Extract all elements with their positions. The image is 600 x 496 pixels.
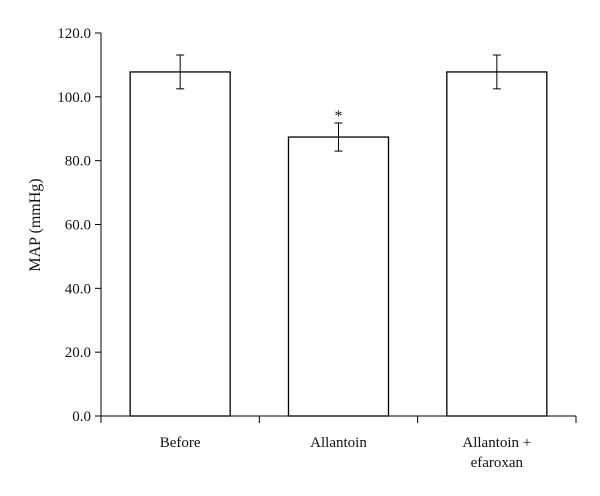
x-tick-label: Before: [160, 435, 201, 451]
significance-marker: *: [335, 108, 343, 125]
y-tick-label: 20.0: [65, 345, 91, 361]
y-tick-label: 40.0: [65, 281, 91, 297]
y-tick-label: 100.0: [57, 90, 91, 106]
bar: [446, 71, 548, 417]
bar: [129, 71, 231, 417]
y-axis-label: MAP (mmHg): [27, 178, 44, 271]
x-tick-label: Allantoin: [310, 435, 367, 451]
y-tick-label: 80.0: [65, 154, 91, 170]
y-tick-label: 120.0: [57, 26, 91, 42]
y-tick-label: 60.0: [65, 218, 91, 234]
x-tick-label: Allantoin + efaroxan: [462, 435, 531, 471]
plot-area: 0.0 20.0 40.0 60.0 80.0 100.0 120.0 Before * Alla…: [57, 26, 577, 471]
y-tick-label: 0.0: [72, 409, 91, 425]
bar: [287, 136, 390, 417]
